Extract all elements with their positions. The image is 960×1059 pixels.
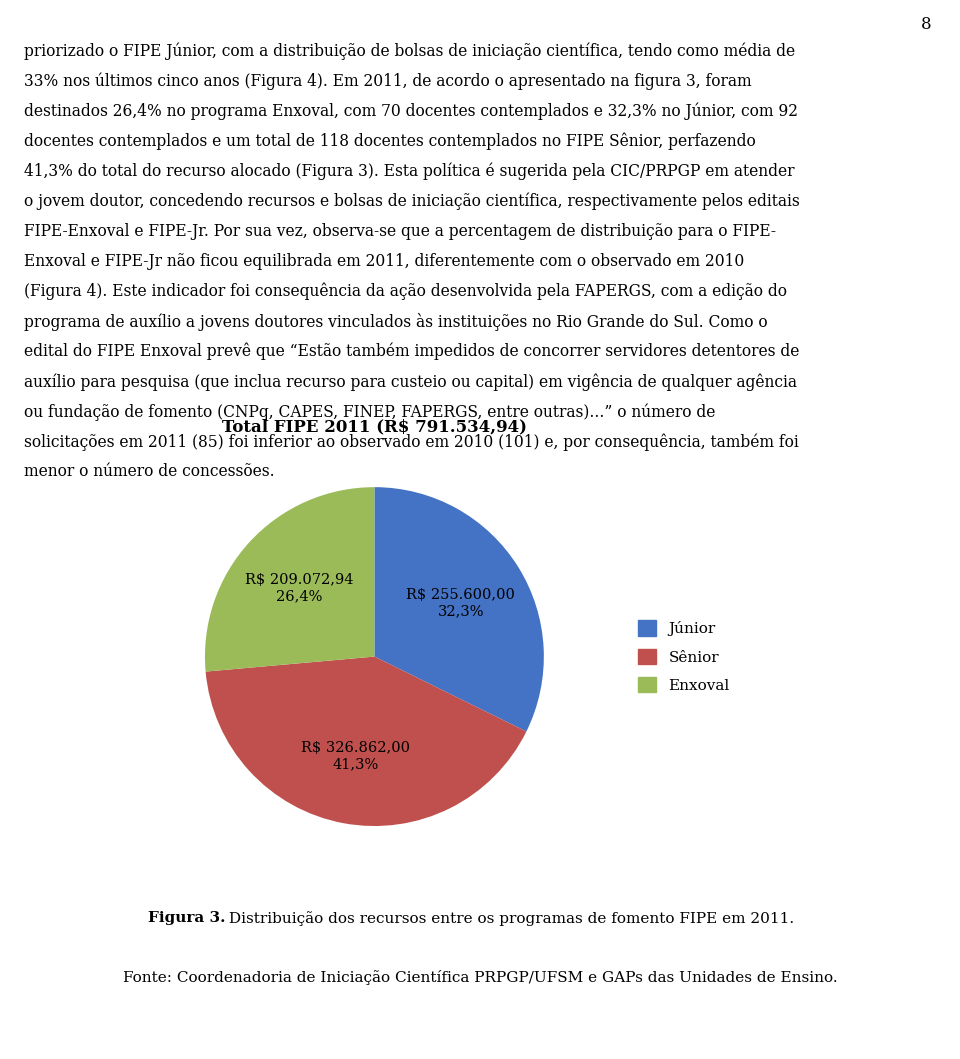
Text: programa de auxílio a jovens doutores vinculados às instituições no Rio Grande d: programa de auxílio a jovens doutores vi… [24,312,768,330]
Legend: Júnior, Sênior, Enxoval: Júnior, Sênior, Enxoval [632,614,735,699]
Text: FIPE-Enxoval e FIPE-Jr. Por sua vez, observa-se que a percentagem de distribuiçã: FIPE-Enxoval e FIPE-Jr. Por sua vez, obs… [24,222,776,239]
Text: Distribuição dos recursos entre os programas de fomento FIPE em 2011.: Distribuição dos recursos entre os progr… [224,911,794,926]
Text: Figura 3.: Figura 3. [148,911,226,925]
Wedge shape [374,487,543,732]
Text: ou fundação de fomento (CNPq, CAPES, FINEP, FAPERGS, entre outras)...” o número : ou fundação de fomento (CNPq, CAPES, FIN… [24,403,715,420]
Text: menor o número de concessões.: menor o número de concessões. [24,463,275,480]
Text: 8: 8 [921,16,931,33]
Text: R$ 255.600,00
32,3%: R$ 255.600,00 32,3% [406,588,516,618]
Text: auxílio para pesquisa (que inclua recurso para custeio ou capital) em vigência d: auxílio para pesquisa (que inclua recurs… [24,373,797,391]
Text: destinados 26,4% no programa Enxoval, com 70 docentes contemplados e 32,3% no Jú: destinados 26,4% no programa Enxoval, co… [24,103,798,120]
Title: Total FIPE 2011 (R$ 791.534,94): Total FIPE 2011 (R$ 791.534,94) [222,418,527,435]
Text: 41,3% do total do recurso alocado (Figura 3). Esta política é sugerida pela CIC/: 41,3% do total do recurso alocado (Figur… [24,163,795,180]
Text: edital do FIPE Enxoval prevê que “Estão também impedidos de concorrer servidores: edital do FIPE Enxoval prevê que “Estão … [24,343,800,360]
Text: R$ 326.862,00
41,3%: R$ 326.862,00 41,3% [301,741,410,772]
Text: Fonte: Coordenadoria de Iniciação Científica PRPGP/UFSM e GAPs das Unidades de E: Fonte: Coordenadoria de Iniciação Cientí… [123,970,837,986]
Text: o jovem doutor, concedendo recursos e bolsas de iniciação científica, respectiva: o jovem doutor, concedendo recursos e bo… [24,193,800,210]
Text: docentes contemplados e um total de 118 docentes contemplados no FIPE Sênior, pe: docentes contemplados e um total de 118 … [24,132,756,150]
Wedge shape [205,657,526,826]
Text: (Figura 4). Este indicador foi consequência da ação desenvolvida pela FAPERGS, c: (Figura 4). Este indicador foi consequên… [24,283,787,301]
Text: 33% nos últimos cinco anos (Figura 4). Em 2011, de acordo o apresentado na figur: 33% nos últimos cinco anos (Figura 4). E… [24,72,752,90]
Text: solicitações em 2011 (85) foi inferior ao observado em 2010 (101) e, por consequ: solicitações em 2011 (85) foi inferior a… [24,433,799,451]
Wedge shape [205,487,374,671]
Text: R$ 209.072,94
26,4%: R$ 209.072,94 26,4% [245,573,353,603]
Text: priorizado o FIPE Júnior, com a distribuição de bolsas de iniciação científica, : priorizado o FIPE Júnior, com a distribu… [24,42,795,60]
Text: Enxoval e FIPE-Jr não ficou equilibrada em 2011, diferentemente com o observado : Enxoval e FIPE-Jr não ficou equilibrada … [24,253,744,270]
